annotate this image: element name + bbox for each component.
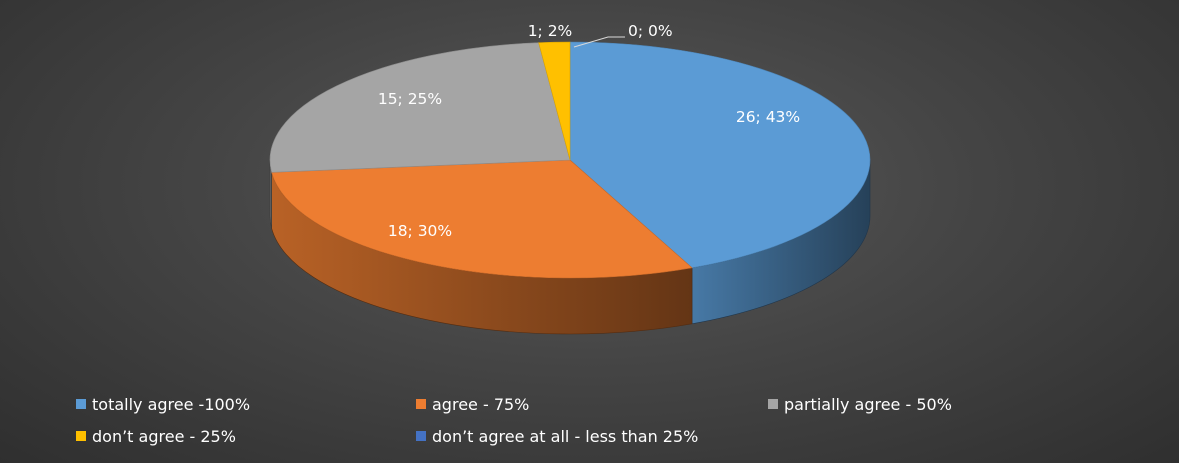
legend-swatch — [768, 399, 778, 409]
pie-slice-dont-agree — [538, 41, 571, 161]
pie-tops — [269, 41, 871, 279]
data-label-totally-agree: 26; 43% — [736, 108, 800, 126]
legend-label: partially agree - 50% — [784, 394, 952, 414]
legend-swatch — [76, 399, 86, 409]
legend-item-totally-agree: totally agree -100% — [76, 395, 416, 414]
legend-item-dont-agree: don’t agree - 25% — [76, 427, 416, 446]
legend-label: totally agree -100% — [92, 394, 251, 414]
legend-swatch — [76, 431, 86, 441]
data-label-partially-agree: 15; 25% — [378, 90, 442, 108]
legend-swatch — [416, 431, 426, 441]
data-label-dont-agree-at-all: 0; 0% — [628, 22, 673, 40]
legend-item-dont-agree-at-all: don’t agree at all - less than 25% — [416, 427, 698, 446]
data-label-dont-agree: 1; 2% — [528, 22, 573, 40]
data-labels: 26; 43% 18; 30% 15; 25% 1; 2% 0; 0% — [378, 22, 800, 240]
pie-slice-totally-agree — [569, 41, 871, 269]
legend-item-agree: agree - 75% — [416, 395, 768, 414]
legend-item-partially-agree: partially agree - 50% — [768, 395, 952, 414]
pie-slice-agree — [271, 159, 693, 279]
leader-line — [573, 36, 625, 48]
pie-slice-partially-agree — [269, 42, 571, 173]
data-label-agree: 18; 30% — [388, 222, 452, 240]
legend: totally agree -100% agree - 75% partiall… — [76, 388, 1076, 452]
legend-swatch — [416, 399, 426, 409]
legend-label: don’t agree - 25% — [92, 426, 236, 446]
legend-label: don’t agree at all - less than 25% — [432, 426, 699, 446]
legend-label: agree - 75% — [432, 394, 530, 414]
